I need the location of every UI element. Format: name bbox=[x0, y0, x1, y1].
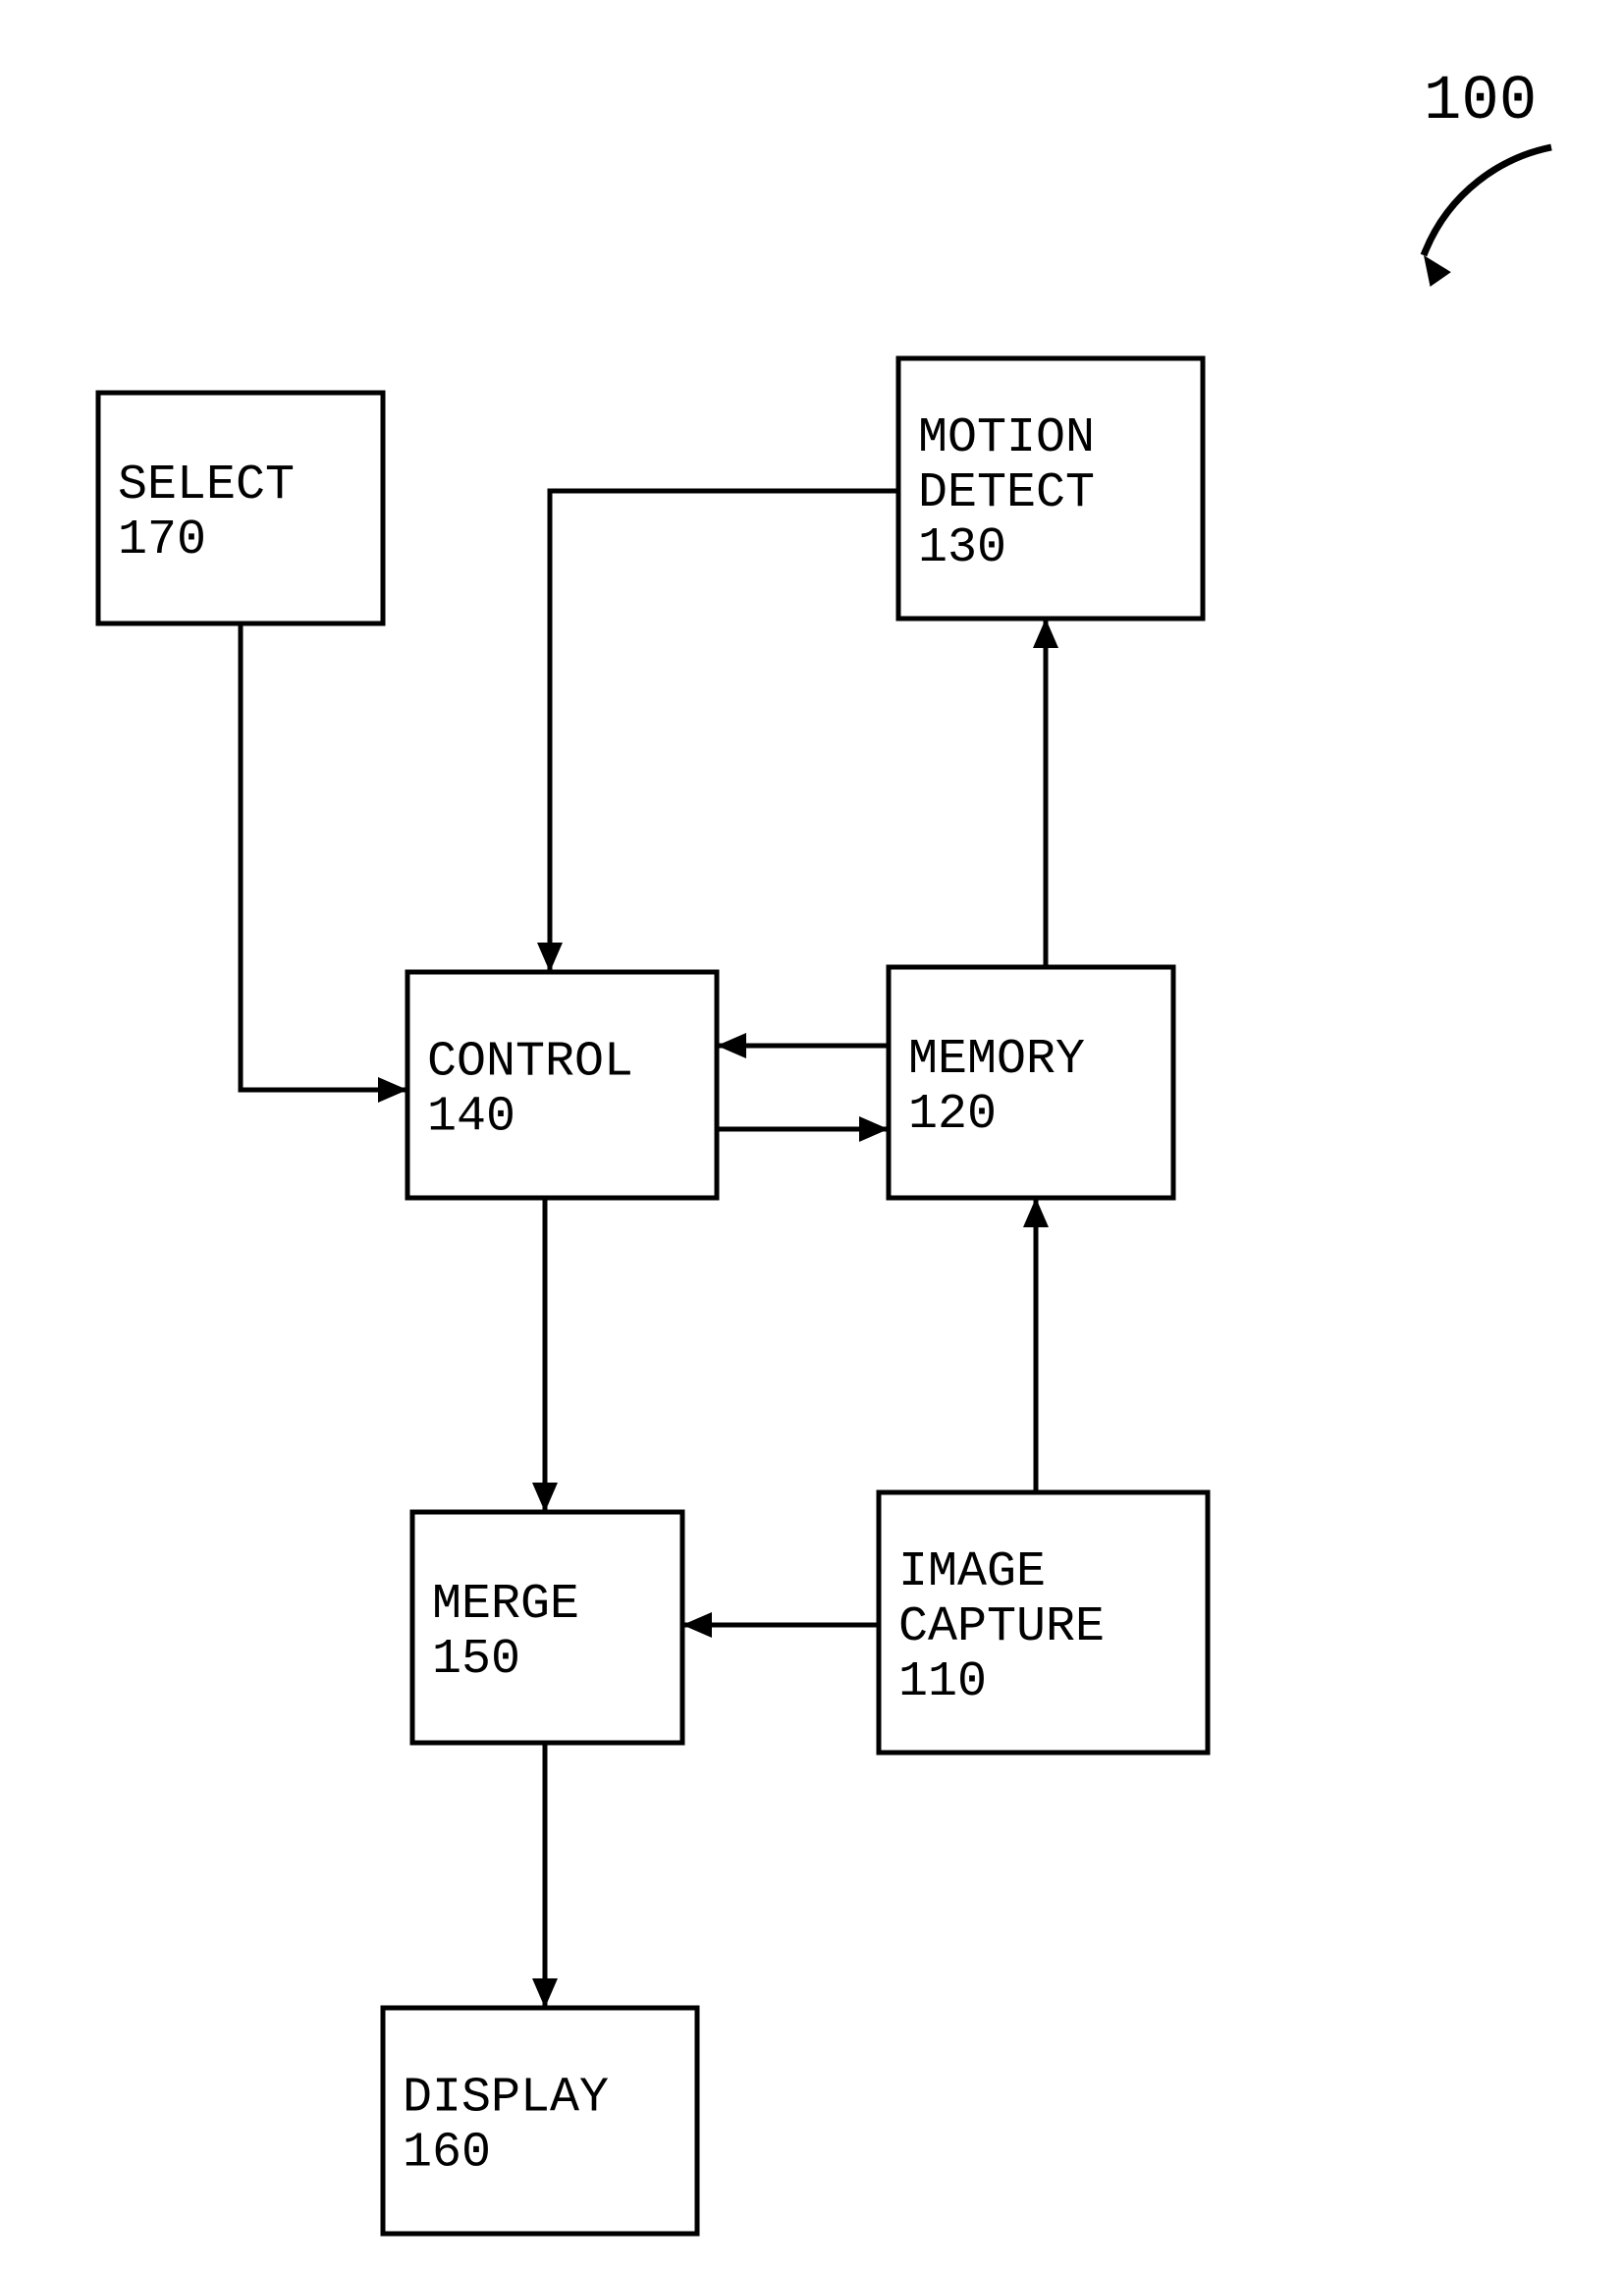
node-image_capture: IMAGECAPTURE110 bbox=[879, 1492, 1208, 1753]
edge-select-to-control bbox=[241, 623, 407, 1090]
node-select: SELECT170 bbox=[98, 393, 383, 623]
arrowhead-control-to-merge bbox=[532, 1483, 558, 1512]
arrowhead-image_capture-to-memory bbox=[1023, 1198, 1049, 1227]
node-motion_detect: MOTIONDETECT130 bbox=[898, 358, 1203, 619]
block-diagram: 100 SELECT170 MOTIONDETECT130 CONTROL140 MEM… bbox=[0, 0, 1624, 2270]
node-label-motion_detect-line2: 130 bbox=[918, 520, 1006, 576]
edge-motion_detect-to-control bbox=[550, 491, 898, 972]
node-label-memory-line1: 120 bbox=[908, 1087, 997, 1143]
arrowhead-memory-to-control bbox=[717, 1033, 746, 1058]
node-label-select-line1: 170 bbox=[118, 513, 206, 568]
node-label-memory-line0: MEMORY bbox=[908, 1032, 1085, 1088]
node-label-display-line0: DISPLAY bbox=[403, 2071, 609, 2127]
node-label-motion_detect-line1: DETECT bbox=[918, 465, 1095, 521]
figure-ref-arrowhead bbox=[1424, 255, 1451, 287]
arrowhead-image_capture-to-merge bbox=[682, 1612, 712, 1638]
node-label-merge-line0: MERGE bbox=[432, 1577, 579, 1633]
node-label-merge-line1: 150 bbox=[432, 1632, 520, 1688]
figure-ref-number: 100 bbox=[1424, 67, 1537, 137]
node-label-motion_detect-line0: MOTION bbox=[918, 410, 1095, 466]
arrowhead-memory-to-motion_detect bbox=[1033, 619, 1058, 648]
arrowhead-control-to-memory bbox=[859, 1116, 889, 1142]
node-memory: MEMORY120 bbox=[889, 967, 1173, 1198]
node-label-image_capture-line2: 110 bbox=[898, 1654, 987, 1710]
node-merge: MERGE150 bbox=[412, 1512, 682, 1743]
node-label-image_capture-line0: IMAGE bbox=[898, 1544, 1046, 1600]
node-label-display-line1: 160 bbox=[403, 2126, 491, 2182]
node-display: DISPLAY160 bbox=[383, 2008, 697, 2234]
arrowhead-motion_detect-to-control bbox=[537, 943, 563, 972]
node-label-control-line0: CONTROL bbox=[427, 1035, 633, 1091]
node-label-image_capture-line1: CAPTURE bbox=[898, 1599, 1105, 1655]
node-control: CONTROL140 bbox=[407, 972, 717, 1198]
node-label-control-line1: 140 bbox=[427, 1090, 515, 1146]
arrowhead-merge-to-display bbox=[532, 1978, 558, 2008]
figure-ref-arrow bbox=[1424, 147, 1551, 255]
node-label-select-line0: SELECT bbox=[118, 458, 295, 513]
arrowhead-select-to-control bbox=[378, 1077, 407, 1103]
